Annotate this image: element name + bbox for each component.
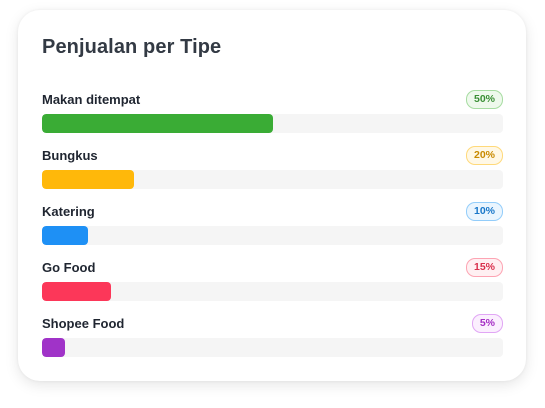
sales-type-label: Shopee Food	[42, 316, 125, 331]
progress-track	[42, 170, 503, 189]
progress-fill	[42, 282, 112, 301]
percent-badge: 20%	[465, 146, 503, 165]
sales-by-type-card: Penjualan per Tipe Makan ditempat 50% Bu…	[18, 10, 526, 381]
sales-type-label: Bungkus	[42, 148, 98, 163]
progress-track	[42, 226, 503, 245]
percent-badge: 10%	[465, 202, 503, 221]
progress-track	[42, 282, 503, 301]
progress-track	[42, 114, 503, 133]
sales-type-row-takeaway: Bungkus 20%	[42, 146, 503, 202]
sales-type-list: Makan ditempat 50% Bungkus 20% Katering …	[42, 90, 503, 370]
percent-badge: 50%	[465, 90, 503, 109]
sales-type-row-go-food: Go Food 15%	[42, 258, 503, 314]
percent-badge: 15%	[465, 258, 503, 277]
progress-fill	[42, 170, 135, 189]
progress-fill	[42, 114, 273, 133]
card-title: Penjualan per Tipe	[42, 36, 222, 58]
sales-type-label: Makan ditempat	[42, 92, 141, 107]
sales-type-label: Go Food	[42, 260, 96, 275]
progress-track	[42, 338, 503, 357]
sales-type-label: Katering	[42, 204, 95, 219]
progress-fill	[42, 226, 89, 245]
sales-type-row-catering: Katering 10%	[42, 202, 503, 258]
sales-type-row-dine-in: Makan ditempat 50%	[42, 90, 503, 146]
percent-badge: 5%	[471, 314, 503, 333]
sales-type-row-shopee-food: Shopee Food 5%	[42, 314, 503, 370]
progress-fill	[42, 338, 66, 357]
